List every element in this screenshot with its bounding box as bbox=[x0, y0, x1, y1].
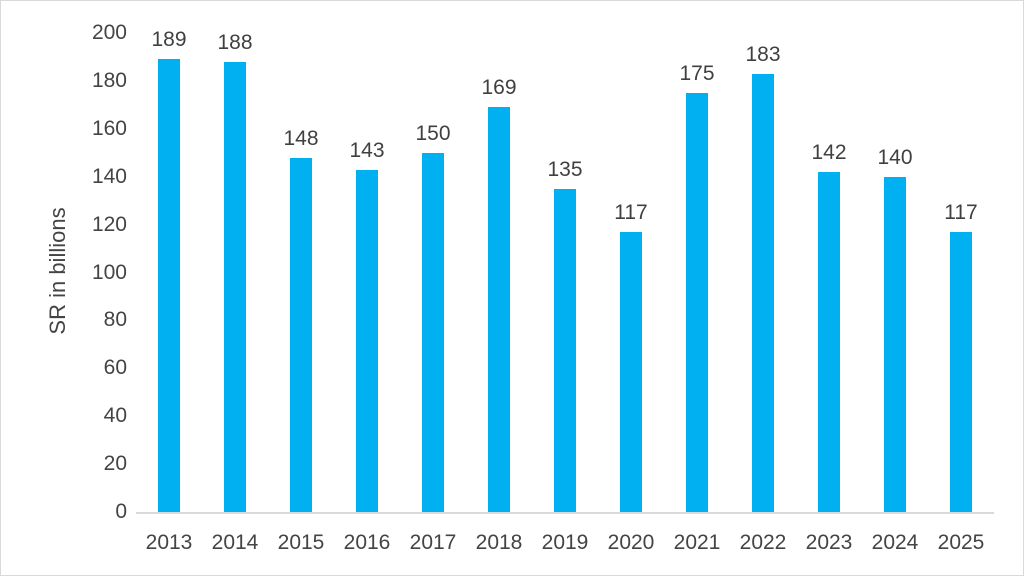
bar bbox=[620, 231, 642, 512]
y-tick-label: 180 bbox=[91, 68, 127, 92]
bar bbox=[554, 188, 576, 512]
x-axis-line bbox=[136, 512, 994, 514]
y-tick-label: 160 bbox=[91, 116, 127, 140]
y-tick-label: 0 bbox=[115, 500, 127, 523]
bar-value-label: 143 bbox=[349, 138, 385, 162]
y-tick-label: 120 bbox=[91, 212, 127, 236]
x-tick-label: 2021 bbox=[673, 531, 721, 554]
bar-value-label: 175 bbox=[679, 61, 715, 85]
y-tick-label: 140 bbox=[91, 164, 127, 188]
x-tick-label: 2023 bbox=[805, 531, 853, 554]
x-tick-label: 2015 bbox=[277, 531, 325, 554]
bar-group: 183 bbox=[730, 33, 796, 512]
bar bbox=[752, 73, 774, 512]
bar-value-label: 188 bbox=[217, 30, 253, 54]
bar-group: 117 bbox=[598, 33, 664, 512]
bar-group: 150 bbox=[400, 33, 466, 512]
bar-group: 140 bbox=[862, 33, 928, 512]
bar-value-label: 117 bbox=[614, 200, 648, 224]
bar bbox=[422, 152, 444, 512]
bar-group: 148 bbox=[268, 33, 334, 512]
bar-value-label: 148 bbox=[283, 126, 319, 150]
bar-group: 143 bbox=[334, 33, 400, 512]
y-tick-label: 60 bbox=[103, 356, 127, 380]
x-tick-label: 2020 bbox=[607, 531, 655, 554]
bar-value-label: 142 bbox=[811, 140, 847, 164]
bar bbox=[158, 59, 180, 512]
bar-group: 117 bbox=[928, 33, 994, 512]
x-tick-label: 2016 bbox=[343, 531, 391, 554]
plot-area: 189 188 148 143 150 169 135 117 175 183 142 140 117 bbox=[136, 28, 994, 512]
bar-value-label: 150 bbox=[415, 121, 451, 145]
bar-group: 189 bbox=[136, 28, 202, 512]
bar-group: 142 bbox=[796, 33, 862, 512]
bar-value-label: 135 bbox=[547, 157, 583, 181]
bar bbox=[488, 107, 510, 512]
bar-value-label: 169 bbox=[481, 76, 517, 100]
y-tick-label: 100 bbox=[91, 260, 127, 284]
x-tick-label: 2024 bbox=[871, 531, 919, 554]
x-tick-label: 2017 bbox=[409, 531, 457, 554]
bar bbox=[884, 176, 906, 512]
x-tick-label: 2014 bbox=[211, 531, 259, 554]
y-tick-label: 200 bbox=[91, 21, 127, 44]
bar bbox=[290, 157, 312, 512]
bar bbox=[950, 231, 972, 512]
bar bbox=[356, 169, 378, 512]
bar-value-label: 117 bbox=[944, 200, 978, 224]
bar-group: 169 bbox=[466, 33, 532, 512]
bar bbox=[224, 61, 246, 512]
x-tick-label: 2018 bbox=[475, 531, 523, 554]
bar-value-label: 189 bbox=[151, 28, 187, 52]
bar bbox=[686, 92, 708, 512]
y-tick-label: 20 bbox=[103, 452, 127, 476]
bar-group: 188 bbox=[202, 30, 268, 512]
bar-value-label: 183 bbox=[745, 42, 781, 66]
x-tick-label: 2013 bbox=[145, 531, 193, 554]
bar-group: 135 bbox=[532, 33, 598, 512]
x-tick-label: 2025 bbox=[937, 531, 985, 554]
y-tick-label: 80 bbox=[103, 308, 127, 332]
y-axis-title: SR in billions bbox=[45, 207, 70, 335]
bar-value-label: 140 bbox=[877, 145, 913, 169]
bar-group: 175 bbox=[664, 33, 730, 512]
y-tick-label: 40 bbox=[103, 404, 127, 428]
x-tick-label: 2022 bbox=[739, 531, 787, 554]
x-tick-label: 2019 bbox=[541, 531, 589, 554]
bar bbox=[818, 171, 840, 512]
